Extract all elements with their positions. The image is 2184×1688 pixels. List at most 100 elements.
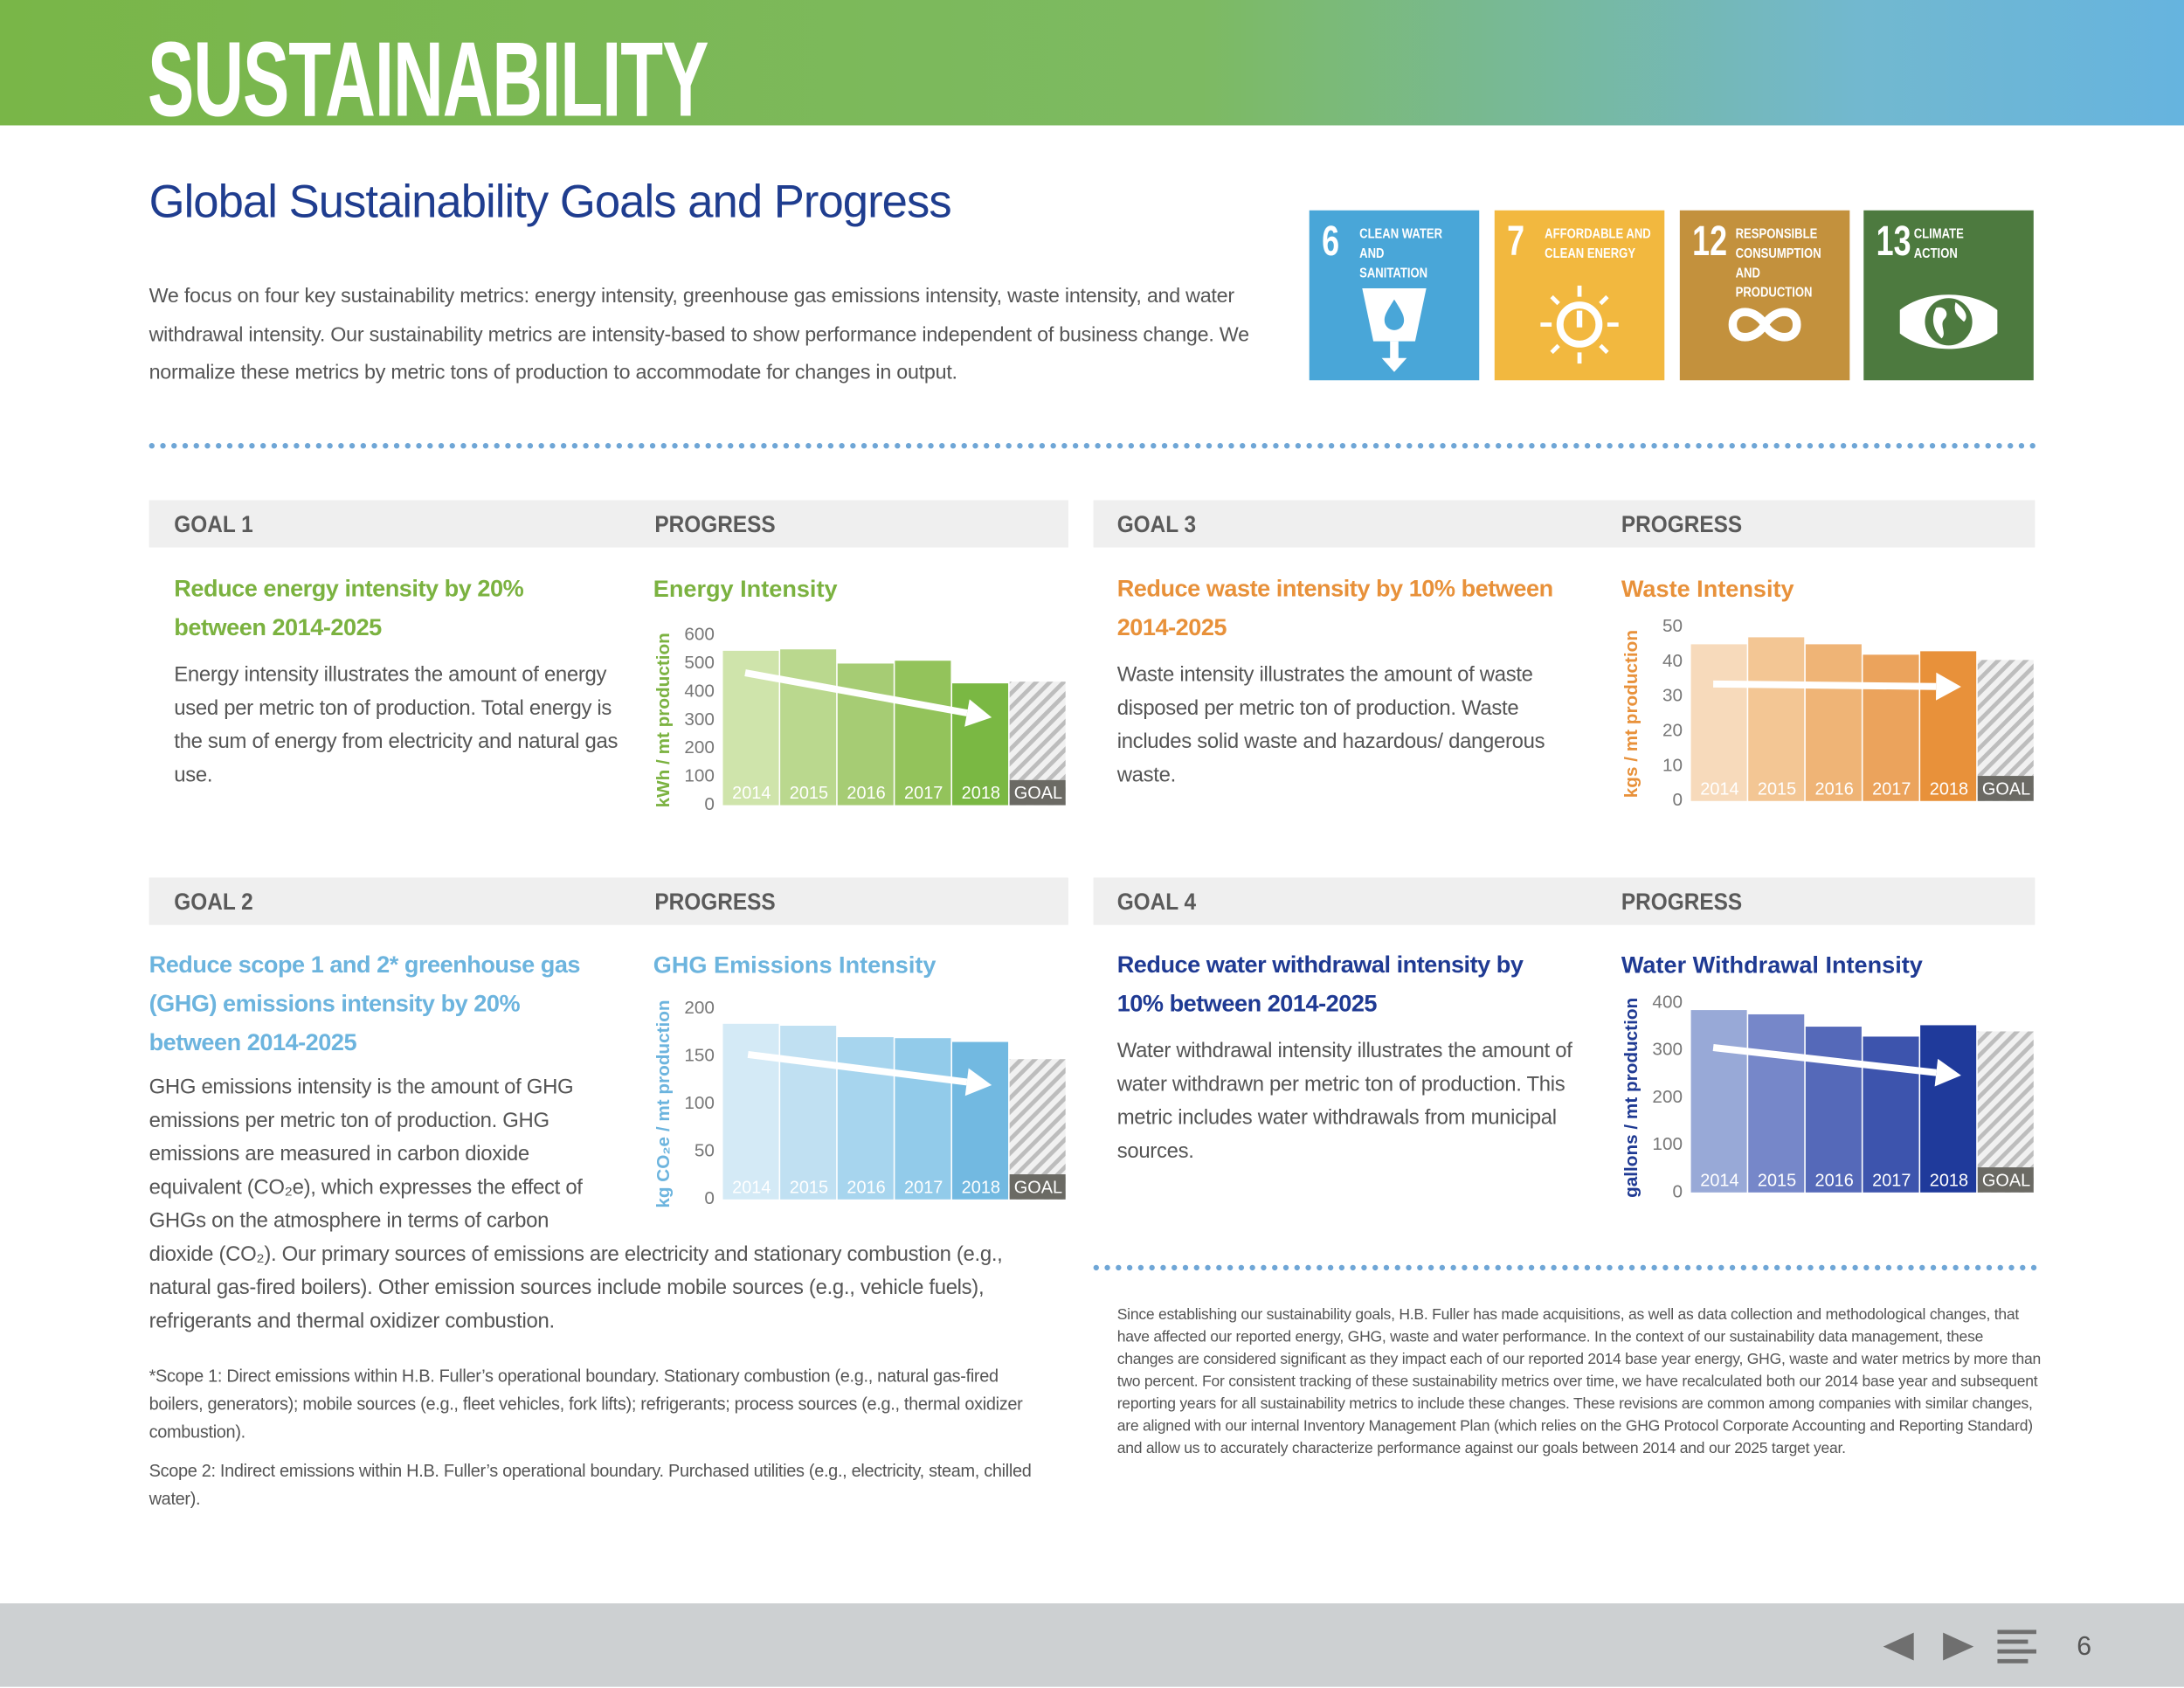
y-tick-label: 50 [695, 1141, 715, 1161]
page-number: 6 [2077, 1632, 2092, 1663]
bar [895, 661, 951, 806]
y-tick-label: 400 [1652, 992, 1683, 1012]
bar [1920, 1025, 1977, 1193]
bar [1805, 644, 1862, 801]
trend-arrow [1713, 680, 1937, 690]
bar [837, 1037, 894, 1200]
category-label: 2015 [790, 1178, 828, 1197]
y-tick-label: 0 [704, 1188, 715, 1208]
y-tick-label: 20 [1662, 721, 1683, 741]
goal-text-block: GHG emissions intensity is the amount of… [149, 1071, 1047, 1339]
header-band [0, 0, 2184, 126]
goal-heading: Reduce waste intensity by 10% between 20… [1116, 575, 1553, 641]
y-tick-label: 200 [1652, 1087, 1683, 1107]
progress-label: PROGRESS [1621, 511, 1743, 538]
category-label: GOAL [1982, 779, 2030, 799]
page-title: Global Sustainability Goals and Progress [149, 175, 952, 227]
goal-text: Water withdrawal intensity illustrates t… [1116, 1039, 1572, 1164]
sdg-tile: 13 CLIMATE ACTION [1863, 210, 2034, 381]
category-label: 2016 [847, 784, 885, 803]
y-tick-label: 30 [1662, 686, 1683, 706]
bar [952, 1041, 1009, 1200]
bar [722, 1023, 779, 1200]
sdg-tile: 6 CLEAN WATER AND SANITATION [1309, 210, 1480, 381]
progress-label: PROGRESS [1621, 889, 1743, 916]
y-tick-label: 200 [684, 998, 715, 1018]
sdg-number: 13 [1876, 218, 1911, 265]
category-label: 2017 [1872, 779, 1911, 799]
category-label: 2016 [847, 1178, 885, 1197]
sdg-tile: 12 RESPONSIBLE CONSUMPTION AND PRODUCTIO… [1679, 210, 1850, 381]
bar [780, 1025, 837, 1200]
chart-title: Waste Intensity [1621, 575, 1794, 602]
bar [1863, 654, 1919, 801]
y-axis-label: gallons / mt production [1621, 998, 1641, 1198]
y-tick-label: 200 [684, 737, 715, 758]
y-axis-label: kgs / mt production [1621, 630, 1641, 798]
chart: GHG Emissions Intensity kg CO₂e / mt prod… [653, 951, 1066, 1208]
bar [1863, 1036, 1919, 1193]
y-tick-label: 100 [1652, 1134, 1683, 1154]
trend-arrow [747, 1050, 968, 1086]
goal-band: GOAL 1 PROGRESS [149, 500, 1068, 548]
y-tick-label: 300 [684, 709, 715, 730]
y-axis-label: kWh / mt production [653, 633, 674, 807]
y-tick-label: 100 [684, 1093, 715, 1113]
chart: Waste Intensity kgs / mt production 0 10 20 3… [1621, 575, 2034, 810]
sdg-tile: 7 AFFORDABLE AND CLEAN ENERGY [1494, 210, 1665, 381]
trend-arrow-head [964, 1068, 992, 1097]
goal-text: Energy intensity illustrates the amount … [174, 662, 619, 787]
category-label: 2014 [1700, 1171, 1738, 1190]
goal-text: Waste intensity illustrates the amount o… [1116, 662, 1545, 787]
category-label: 2018 [1930, 779, 1968, 799]
menu-button[interactable] [1997, 1629, 2036, 1665]
chart-title: GHG Emissions Intensity [653, 951, 936, 979]
chart-title: Water Withdrawal Intensity [1621, 951, 1923, 979]
bar [1748, 637, 1805, 801]
goal-label: GOAL 4 [1116, 889, 1197, 916]
sdg-icon [1362, 288, 1427, 372]
y-tick-label: 0 [1672, 790, 1683, 810]
category-label: 2017 [904, 1178, 943, 1197]
section-title: SUSTAINABILITY [148, 20, 708, 140]
sdg-label: RESPONSIBLE CONSUMPTION AND PRODUCTION [1735, 226, 1821, 301]
category-label: 2015 [1758, 779, 1796, 799]
y-tick-label: 300 [1652, 1040, 1683, 1060]
divider [1093, 1264, 2038, 1271]
trend-arrow [1712, 1044, 1937, 1076]
y-tick-label: 400 [684, 681, 715, 701]
goal-label: GOAL 1 [174, 511, 253, 538]
sdg-icon [1899, 294, 1998, 349]
goal-heading: Reduce scope 1 and 2* greenhouse gas (GH… [149, 951, 581, 1056]
chart: Water Withdrawal Intensity gallons / mt p… [1621, 951, 2034, 1201]
bar [780, 649, 837, 806]
category-label: 2018 [962, 784, 1000, 803]
y-tick-label: 500 [684, 653, 715, 673]
goal-heading: Reduce water withdrawal intensity by 10%… [1116, 951, 1524, 1017]
intro-text: We focus on four key sustainability metr… [149, 285, 1249, 385]
goal-label: GOAL 2 [174, 889, 253, 916]
category-label: 2014 [732, 784, 771, 803]
category-label: GOAL [1014, 1178, 1062, 1197]
category-label: 2016 [1815, 779, 1854, 799]
category-label: 2014 [1700, 779, 1738, 799]
y-tick-label: 50 [1662, 616, 1683, 636]
category-label-bg [1009, 1174, 1066, 1200]
category-label: GOAL [1014, 784, 1062, 803]
trend-arrow-head [1936, 672, 1961, 701]
goal-band: GOAL 4 PROGRESS [1093, 877, 2035, 925]
y-axis-label: kg CO₂e / mt production [653, 1000, 674, 1207]
bar [1690, 644, 1747, 801]
divider [149, 443, 2038, 449]
methodology-note: Since establishing our sustainability go… [1116, 1306, 2042, 1457]
goal-heading: Reduce energy intensity by 20% between 2… [174, 575, 524, 641]
footer-band [0, 1603, 2184, 1687]
bar [1690, 1010, 1747, 1193]
progress-label: PROGRESS [654, 511, 776, 538]
sdg-icon [1540, 285, 1619, 364]
sdg-label: CLEAN WATER AND SANITATION [1359, 226, 1443, 282]
next-page-button[interactable] [1940, 1629, 1976, 1663]
previous-page-button[interactable] [1880, 1629, 1916, 1663]
